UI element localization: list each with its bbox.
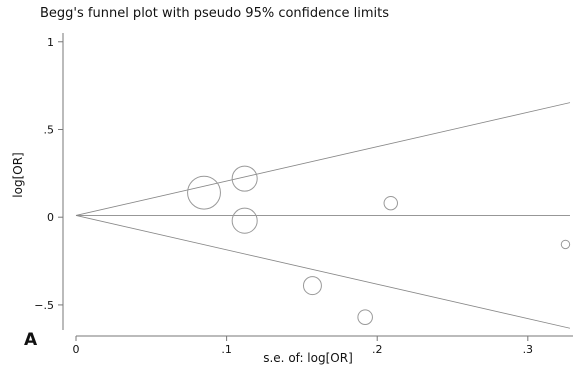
y-tick-label: 0	[47, 211, 54, 224]
chart-title: Begg's funnel plot with pseudo 95% confi…	[40, 6, 389, 21]
study-point	[560, 239, 571, 250]
x-tick-label: .2	[372, 343, 383, 356]
axes: 1 .5 0 −.5 0 .1 .2 .3	[34, 33, 573, 356]
funnel-guides	[75, 102, 571, 329]
x-tick-label: .1	[221, 343, 232, 356]
panel-label: A	[24, 330, 38, 350]
study-point	[231, 165, 258, 192]
study-point	[302, 276, 322, 296]
y-tick-label: −.5	[34, 299, 54, 312]
x-tick-label: .3	[523, 343, 534, 356]
y-tick-label: 1	[47, 36, 54, 49]
study-point	[231, 207, 258, 234]
x-tick-label: 0	[73, 343, 80, 356]
y-axis-label: log[OR]	[11, 152, 25, 197]
upper-confidence-limit	[75, 102, 571, 216]
study-point	[383, 195, 398, 211]
x-axis-label: s.e. of: log[OR]	[263, 351, 353, 365]
study-point	[187, 175, 221, 210]
lower-confidence-limit	[75, 215, 571, 329]
study-point	[357, 309, 373, 325]
study-points	[187, 165, 571, 325]
y-tick-label: .5	[44, 123, 55, 136]
